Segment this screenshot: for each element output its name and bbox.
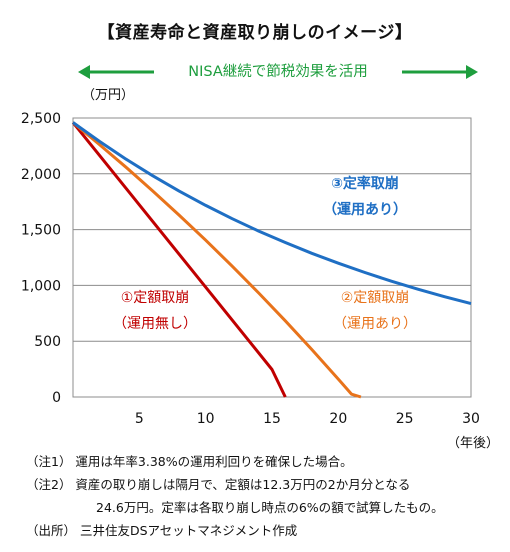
x-tick-label: 25 bbox=[396, 411, 414, 427]
y-tick-label: 500 bbox=[34, 334, 61, 350]
plot-area bbox=[72, 117, 472, 398]
x-tick-label: 5 bbox=[135, 411, 144, 427]
series-label-1: ①定額取崩 bbox=[121, 290, 190, 306]
nisa-label: NISA継続で節税効果を活用 bbox=[188, 64, 368, 80]
series-label-3: （運用あり） bbox=[323, 202, 407, 218]
x-tick-label: 30 bbox=[462, 411, 480, 427]
series-label-2: ②定額取崩 bbox=[341, 290, 410, 306]
note-2-continued: 24.6万円。定率は各取り崩し時点の6%の額で試算したもの。 bbox=[96, 500, 444, 515]
series-label-1: （運用無し） bbox=[113, 316, 197, 332]
x-tick-label: 20 bbox=[329, 411, 347, 427]
y-tick-label: 1,000 bbox=[21, 278, 61, 294]
series-line-1 bbox=[71, 121, 287, 398]
note-1: （注1） 運用は年率3.38%の運用利回りを確保した場合。 bbox=[26, 454, 353, 469]
note-2: （注2） 資産の取り崩しは隔月で、定額は12.3万円の2か月分となる bbox=[26, 477, 411, 492]
x-unit-label: （年後） bbox=[447, 436, 499, 450]
nisa-banner: NISA継続で節税効果を活用 bbox=[78, 60, 478, 84]
y-tick-label: 0 bbox=[52, 390, 61, 406]
x-tick-label: 10 bbox=[197, 411, 215, 427]
series-label-2: （運用あり） bbox=[333, 316, 417, 332]
series-label-3: ③定率取崩 bbox=[331, 175, 399, 192]
y-tick-label: 2,500 bbox=[21, 111, 61, 127]
x-tick-label: 15 bbox=[263, 411, 281, 427]
y-unit-label: （万円） bbox=[82, 88, 135, 103]
line-chart: 0 500 1,000 1,500 2,000 2,500 5 10 15 20 25 30 （年後） ①… bbox=[21, 111, 499, 450]
chart-title: 【資産寿命と資産取り崩しのイメージ】 bbox=[97, 23, 413, 43]
double-arrow-icon bbox=[78, 65, 478, 79]
source-note: （出所） 三井住友DSアセットマネジメント作成 bbox=[26, 523, 298, 538]
series-line-3 bbox=[72, 121, 472, 306]
series-line-2 bbox=[72, 121, 362, 399]
y-tick-label: 1,500 bbox=[21, 223, 61, 239]
notes: （注1） 運用は年率3.38%の運用利回りを確保した場合。 （注2） 資産の取り… bbox=[26, 450, 444, 542]
y-tick-label: 2,000 bbox=[21, 167, 61, 183]
